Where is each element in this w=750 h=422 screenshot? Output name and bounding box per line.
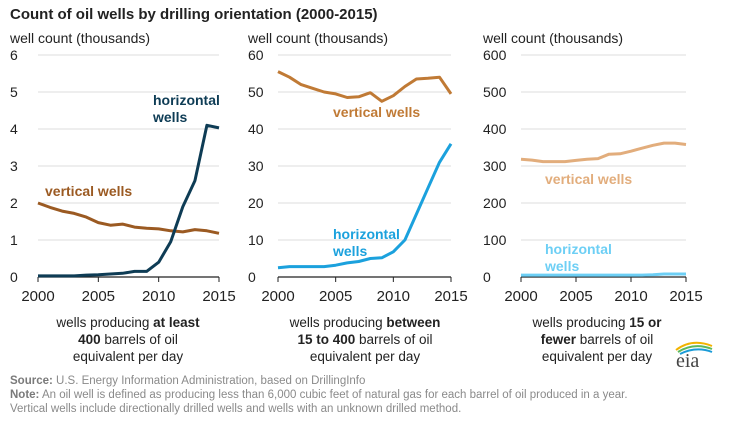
caption-segment: wells producing — [531, 315, 629, 330]
series-line-vertical — [277, 70, 453, 103]
x-caption-line: fewer barrels of oil — [541, 332, 654, 347]
series-label: wells — [544, 258, 579, 274]
x-tick-label: 2000 — [261, 288, 294, 305]
y-tick-label: 30 — [248, 158, 264, 174]
y-tick-label: 40 — [248, 121, 264, 137]
y-axis-label: well count (thousands) — [482, 30, 623, 46]
y-axis-label: well count (thousands) — [247, 30, 388, 46]
x-tick-label: 2015 — [669, 288, 702, 305]
series-label: vertical wells — [545, 171, 632, 187]
y-tick-label: 3 — [10, 158, 18, 174]
series-label: vertical wells — [45, 183, 132, 199]
y-tick-label: 2 — [10, 195, 18, 211]
x-tick-label: 2015 — [202, 288, 235, 305]
x-tick-label: 2000 — [21, 288, 54, 305]
x-tick-label: 2000 — [504, 288, 537, 305]
y-tick-label: 4 — [10, 121, 18, 137]
x-tick-label: 2010 — [142, 288, 175, 305]
eia-logo: eia — [675, 341, 713, 370]
note-text: An oil well is defined as producing less… — [39, 389, 628, 401]
caption-segment: between — [386, 315, 440, 330]
x-tick-label: 2015 — [434, 288, 467, 305]
svg-text:eia: eia — [676, 350, 699, 370]
panel-1: well count (thousands) 0 1 2 3 4 5 6 2000 2005 201… — [9, 30, 236, 364]
y-tick-label: 500 — [483, 84, 507, 100]
x-caption-line: 400 barrels of oil — [78, 332, 178, 347]
x-caption-line: equivalent per day — [73, 349, 184, 364]
series-line-vertical — [37, 201, 220, 235]
caption-segment: equivalent per day — [310, 349, 421, 364]
x-tick-label: 2005 — [559, 288, 592, 305]
caption-segment: equivalent per day — [73, 349, 184, 364]
x-tick-label: 2010 — [377, 288, 410, 305]
x-caption-line: 15 to 400 barrels of oil — [297, 332, 432, 347]
x-caption-line: equivalent per day — [542, 349, 653, 364]
caption-segment: equivalent per day — [542, 349, 653, 364]
x-tick-label: 2010 — [614, 288, 647, 305]
y-tick-label: 1 — [10, 232, 18, 248]
y-tick-label: 0 — [248, 269, 256, 285]
y-tick-label: 300 — [483, 158, 507, 174]
caption-segment: at least — [153, 315, 200, 330]
caption-segment: 15 or — [629, 315, 662, 330]
source-text: U.S. Energy Information Administration, … — [52, 375, 366, 387]
y-tick-label: 0 — [483, 269, 491, 285]
note-line: Note: An oil well is defined as producin… — [10, 388, 628, 402]
y-tick-label: 0 — [10, 269, 18, 285]
x-caption-line: wells producing between — [289, 315, 441, 330]
x-tick-label: 2005 — [82, 288, 115, 305]
caption-segment: 15 to 400 — [297, 332, 355, 347]
series-line-horizontal — [38, 123, 220, 278]
y-tick-label: 100 — [483, 232, 507, 248]
caption-segment: barrels of oil — [101, 332, 178, 347]
x-caption-line: wells producing at least — [55, 315, 200, 330]
y-tick-label: 20 — [248, 195, 264, 211]
note-line-2: Vertical wells include directionally dri… — [10, 403, 462, 415]
caption-segment: barrels of oil — [355, 332, 432, 347]
note-label: Note: — [10, 389, 40, 401]
series-label: horizontal — [153, 92, 220, 108]
series-line-horizontal — [277, 143, 453, 270]
source-label: Source: — [10, 375, 53, 387]
y-tick-label: 50 — [248, 84, 264, 100]
y-tick-label: 6 — [10, 47, 18, 63]
caption-segment: fewer — [541, 332, 577, 347]
panel-3: well count (thousands) 0 100 200 300 400 500 60… — [482, 30, 703, 364]
series-label: wells — [152, 109, 187, 125]
y-tick-label: 600 — [483, 47, 507, 63]
y-axis-label: well count (thousands) — [9, 30, 150, 46]
x-tick-label: 2005 — [319, 288, 352, 305]
series-line-horizontal — [521, 272, 686, 277]
y-tick-label: 60 — [248, 47, 264, 63]
chart-title: Count of oil wells by drilling orientati… — [10, 6, 378, 23]
series-label: horizontal — [545, 241, 612, 257]
series-label: vertical wells — [333, 104, 420, 120]
caption-segment: barrels of oil — [576, 332, 653, 347]
x-caption-line: equivalent per day — [310, 349, 421, 364]
y-tick-label: 200 — [483, 195, 507, 211]
caption-segment: 400 — [78, 332, 101, 347]
panel-2: well count (thousands) 0 10 20 30 40 50 60 2000 2… — [247, 30, 468, 364]
y-tick-label: 5 — [10, 84, 18, 100]
x-caption-line: wells producing 15 or — [531, 315, 662, 330]
series-label: wells — [332, 243, 367, 259]
caption-segment: wells producing — [55, 315, 153, 330]
y-tick-label: 400 — [483, 121, 507, 137]
caption-segment: wells producing — [289, 315, 387, 330]
series-label: horizontal — [333, 226, 400, 242]
y-tick-label: 10 — [248, 232, 264, 248]
source-line: Source: U.S. Energy Information Administ… — [10, 374, 365, 388]
series-line-vertical — [520, 141, 687, 164]
